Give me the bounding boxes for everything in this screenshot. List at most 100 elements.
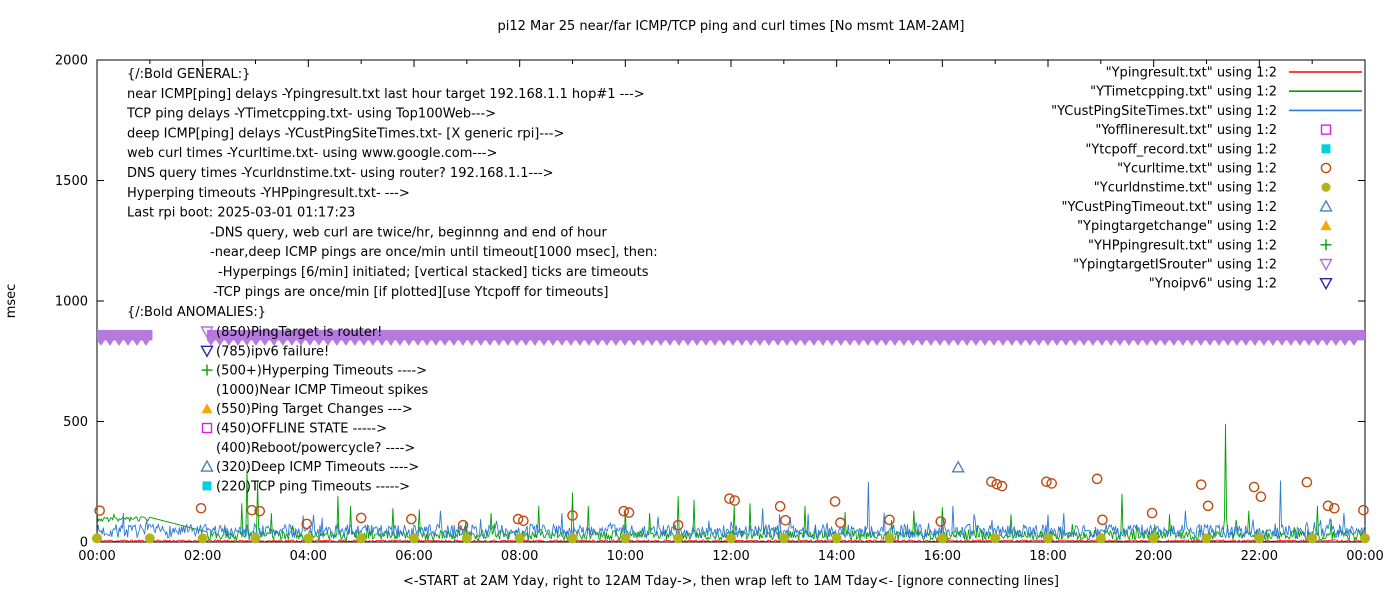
dns-time-point (1043, 533, 1053, 544)
y-tick-label: 2000 (55, 54, 88, 69)
annotation-anomaly-line: (550)Ping Target Changes ---> (216, 402, 413, 417)
dns-time-point (461, 533, 472, 544)
chart-title: pi12 Mar 25 near/far ICMP/TCP ping and c… (498, 19, 965, 34)
x-tick-label: 00:00 (78, 549, 115, 564)
dns-time-point (673, 533, 684, 544)
router-band-tooth (512, 339, 521, 346)
router-band-tooth (106, 339, 114, 346)
dns-time-point (778, 533, 789, 544)
legend-label: "Ycurldnstime.txt" using 1:2 (1094, 181, 1277, 196)
x-tick-label: 22:00 (1241, 549, 1278, 564)
router-band-tooth (926, 339, 935, 346)
router-band-tooth (395, 339, 404, 346)
annotation-anomaly-line: (500+)Hyperping Timeouts ----> (216, 364, 427, 379)
legend-label: "Ypingresult.txt" using 1:2 (1106, 66, 1277, 81)
curl-time-point (780, 515, 791, 526)
curl-time-point (246, 504, 258, 516)
annotation-general-line: -near,deep ICMP pings are once/min until… (210, 245, 658, 260)
router-band-tooth (611, 339, 620, 346)
annotation-anomaly-line: (450)OFFLINE STATE -----> (216, 422, 387, 437)
x-tick-label: 20:00 (1135, 549, 1172, 564)
curl-time-point (884, 514, 895, 526)
router-band-tooth (404, 339, 413, 346)
router-band-tooth (1223, 339, 1232, 346)
router-band-tooth (683, 339, 692, 346)
router-band-tooth (1169, 339, 1178, 346)
curl-time-point (1046, 478, 1057, 489)
router-band-tooth (278, 339, 287, 346)
chart-generated-content: 0 500 1000 1500 2000 00:00 02:00 04:00 06:00 08:0… (55, 54, 1384, 565)
dns-time-point (1201, 533, 1212, 544)
router-band-tooth (674, 339, 683, 346)
legend-label: "Ynoipv6" using 1:2 (1149, 277, 1277, 292)
router-band-tooth (1052, 339, 1061, 346)
curl-time-point (1146, 507, 1158, 519)
curl-time-point (512, 513, 524, 525)
dns-time-point (250, 533, 261, 544)
anomaly-marker (200, 345, 214, 358)
router-band-tooth (124, 339, 132, 346)
router-band-tooth (584, 339, 593, 346)
curl-time-point (406, 513, 417, 525)
router-band-tooth (413, 339, 422, 346)
router-band-tooth (431, 339, 440, 346)
router-band-tooth (115, 339, 123, 346)
router-band-tooth (1061, 339, 1070, 346)
router-band-tooth (332, 339, 341, 346)
curl-time-point (195, 502, 207, 514)
curl-time-point (774, 501, 786, 512)
dns-time-point (726, 533, 736, 544)
annotation-general-line: Last rpi boot: 2025-03-01 01:17:23 (127, 206, 355, 221)
router-band-tooth (215, 339, 224, 346)
curl-time-point (1255, 491, 1267, 502)
annotation-anomalies-header: {/:Bold ANOMALIES:} (127, 305, 266, 320)
router-band-tooth (1160, 339, 1169, 346)
router-band-tooth (350, 339, 359, 346)
legend-label: "Ypingtargetchange" using 1:2 (1077, 219, 1277, 234)
router-band-tooth (1007, 339, 1016, 346)
annotation-general-line: -Hyperpings [6/min] initiated; [vertical… (218, 265, 649, 280)
router-band-tooth (764, 339, 773, 346)
router-band-tooth (971, 339, 980, 346)
x-tick-label: 14:00 (818, 549, 855, 564)
router-band-tooth (935, 339, 944, 346)
legend-label: "Ycurltime.txt" using 1:2 (1117, 162, 1277, 177)
dns-time-point (356, 533, 367, 544)
router-band-tooth (872, 339, 881, 346)
router-band-tooth (1268, 339, 1277, 346)
router-band-tooth (1232, 339, 1241, 346)
router-band-tooth (1349, 339, 1358, 346)
router-band-segment (97, 329, 153, 341)
router-band-tooth (1079, 339, 1088, 346)
dns-time-point (514, 533, 525, 544)
legend-label: "Yofflineresult.txt" using 1:2 (1095, 123, 1277, 138)
router-band-tooth (1025, 339, 1034, 346)
dns-time-point (409, 533, 419, 544)
curl-time-point (1091, 473, 1103, 485)
deep-icmp-timeout-point (951, 460, 965, 473)
router-band-tooth (224, 339, 233, 346)
y-tick-label: 1000 (55, 295, 88, 310)
anomaly-marker (200, 459, 214, 472)
annotation-anomaly-line: (320)Deep ICMP Timeouts ----> (216, 460, 419, 475)
router-band-tooth (836, 339, 845, 346)
curl-time-point (94, 505, 105, 516)
dns-time-point (937, 533, 948, 544)
router-band-tooth (1124, 339, 1133, 346)
router-band-tooth (521, 339, 530, 346)
router-band-tooth (296, 339, 305, 346)
router-band-tooth (485, 339, 494, 346)
legend-label: "YCustPingSiteTimes.txt" using 1:2 (1051, 104, 1277, 119)
curl-time-point (1202, 500, 1214, 512)
anomaly-marker (200, 326, 214, 339)
router-band-tooth (593, 339, 602, 346)
router-band-tooth (251, 339, 260, 346)
router-band-tooth (917, 339, 926, 346)
annotation-general-line: -DNS query, web curl are twice/hr, begin… (210, 225, 607, 240)
legend-marker (1321, 182, 1331, 192)
router-band-tooth (710, 339, 719, 346)
curl-time-point (1329, 502, 1340, 514)
router-band-tooth (728, 339, 737, 346)
annotation-general-line: TCP ping delays -YTimetcpping.txt- using… (126, 107, 496, 122)
